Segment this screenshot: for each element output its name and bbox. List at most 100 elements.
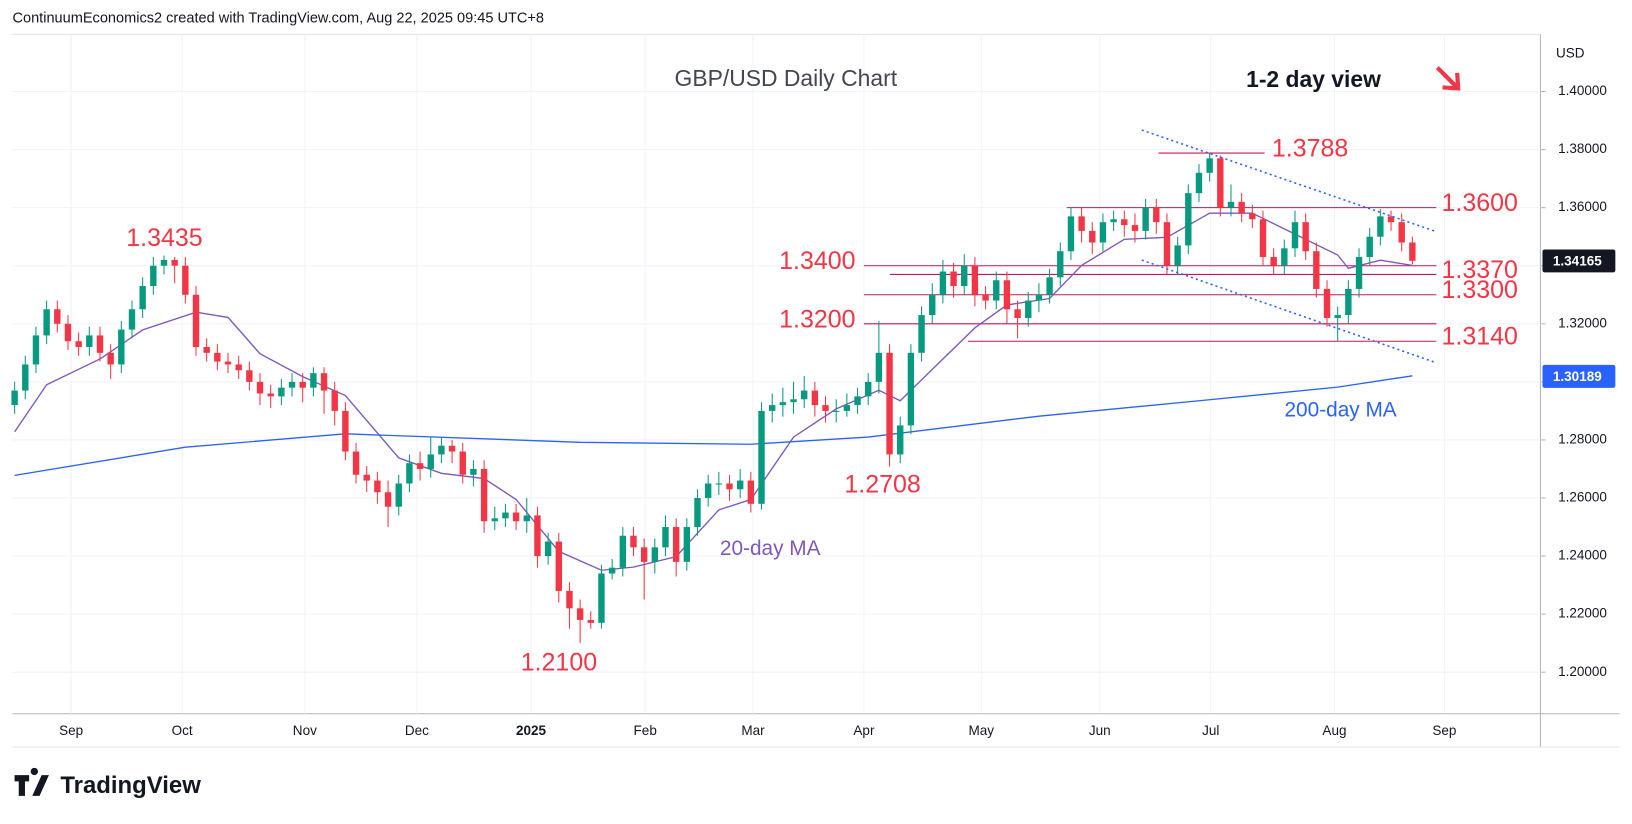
candle-body (363, 474, 370, 481)
candle-body (662, 527, 669, 548)
level-label: 1.3400 (779, 247, 855, 275)
candle-body (790, 399, 797, 403)
candle-body (715, 483, 723, 485)
candle-body (299, 381, 306, 388)
candle-body (1206, 158, 1213, 173)
candle-body (470, 468, 477, 475)
candle-body (619, 535, 627, 568)
x-tick-label: 2025 (516, 723, 547, 738)
candle-body (107, 352, 114, 365)
candle-body (512, 512, 520, 522)
chart-title: GBP/USD Daily Chart (675, 65, 898, 91)
candle-body (1121, 219, 1128, 226)
candle-body (384, 492, 392, 507)
logo-mark (14, 767, 49, 796)
price-tag (1542, 364, 1616, 388)
candle-body (886, 352, 893, 455)
candle-body (1227, 201, 1235, 208)
candle-body (331, 390, 338, 411)
candle-body (598, 573, 605, 623)
candle-body (961, 265, 968, 287)
candle-body (608, 567, 616, 574)
candle-body (1345, 288, 1352, 316)
candle-body (1313, 251, 1320, 289)
candle-body (1409, 242, 1416, 261)
candle-body (832, 410, 840, 412)
price-tag-label: 1.30189 (1553, 369, 1602, 384)
candle-body (1153, 207, 1160, 223)
candle-body (406, 463, 413, 484)
candle-body (640, 547, 648, 562)
down-arrow (1435, 66, 1461, 91)
candle-body (1355, 257, 1363, 289)
candle-body (1185, 193, 1192, 246)
y-tick-label: 1.38000 (1558, 141, 1607, 156)
candle-body (1131, 225, 1139, 231)
x-tick-label: Feb (634, 723, 657, 738)
candle-body (182, 265, 189, 295)
candle-body (438, 445, 445, 455)
level-label: 1.3600 (1442, 189, 1518, 217)
candle-body (171, 259, 178, 266)
x-tick-label: Jun (1089, 723, 1111, 738)
candle-body (854, 396, 861, 406)
candle-body (1281, 248, 1288, 266)
y-tick-label: 1.32000 (1558, 315, 1607, 330)
candle-body (566, 590, 573, 609)
x-tick-label: Jul (1202, 723, 1219, 738)
y-tick-label: 1.40000 (1558, 83, 1607, 98)
candle-body (939, 271, 947, 295)
candle-body (1046, 277, 1053, 295)
candle-body (448, 445, 456, 452)
candle-body (1259, 219, 1267, 258)
candle-body (246, 370, 253, 382)
candle-body (651, 547, 659, 562)
candle-body (43, 309, 50, 336)
candle-body (64, 323, 72, 342)
candle-body (907, 352, 915, 426)
candle-body (1377, 216, 1384, 237)
candle-body (1238, 201, 1245, 214)
candle-body (491, 518, 498, 522)
candle-body (1323, 288, 1331, 318)
candle-body (1163, 222, 1171, 266)
candle-body (1099, 222, 1107, 243)
candle-body (11, 390, 18, 406)
candle-body (320, 373, 328, 391)
candle-body (1089, 230, 1096, 243)
x-tick-label: Dec (405, 723, 429, 738)
candle-body (1249, 213, 1256, 220)
x-tick-label: Sep (59, 723, 83, 738)
candle-body (1025, 300, 1032, 318)
candle-body (694, 497, 701, 528)
candle-body (150, 265, 157, 287)
candle-body (875, 352, 883, 382)
price-label: 1.2100 (521, 648, 597, 676)
candle-body (1110, 219, 1117, 223)
candle-body (1398, 222, 1405, 243)
candle-body (523, 515, 530, 522)
x-tick-label: Aug (1322, 723, 1346, 738)
level-label: 1.3200 (779, 305, 855, 333)
level-label: 1.3300 (1442, 276, 1518, 304)
y-tick-label: 1.28000 (1558, 432, 1607, 447)
candle-body (843, 405, 851, 411)
candle-body (459, 451, 466, 475)
x-tick-label: Sep (1432, 723, 1456, 738)
candle-body (1078, 216, 1085, 231)
candle-body (865, 381, 872, 397)
candle-body (342, 410, 349, 452)
arrow-shaft (1435, 66, 1458, 88)
y-tick-label: 1.24000 (1558, 548, 1607, 563)
candle-body (32, 335, 40, 365)
candle-body (427, 454, 434, 469)
marks (11, 152, 1437, 644)
header: ContinuumEconomics2 created with Trading… (12, 11, 544, 27)
candle-body (267, 393, 274, 397)
ma-label: 200-day MA (1284, 398, 1396, 421)
candle-body (587, 619, 594, 623)
candle-body (1195, 172, 1203, 194)
